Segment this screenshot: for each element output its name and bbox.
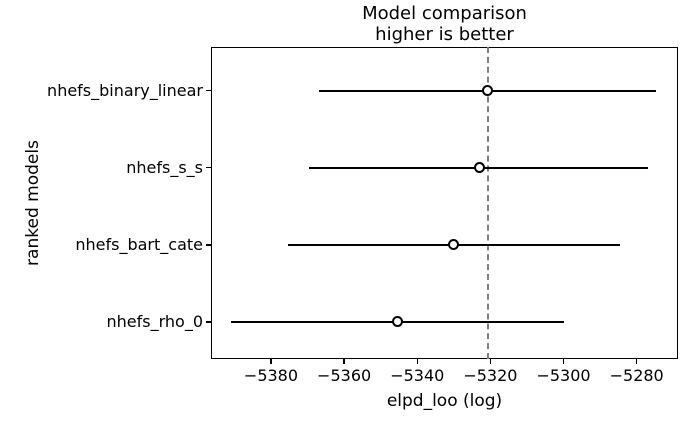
x-tick-label: −5360 bbox=[317, 366, 372, 385]
chart-title: Model comparison bbox=[362, 3, 527, 24]
reference-dashed-line bbox=[486, 47, 489, 359]
elpd-marker bbox=[447, 239, 459, 251]
y-tick-mark bbox=[206, 166, 211, 169]
y-tick-mark bbox=[206, 244, 211, 246]
elpd-marker bbox=[473, 162, 485, 174]
x-tick-mark bbox=[343, 359, 345, 364]
elpd-marker bbox=[482, 85, 494, 97]
plot-area bbox=[211, 47, 678, 359]
y-tick-label: nhefs_bart_cate bbox=[75, 234, 203, 254]
x-tick-mark bbox=[270, 359, 272, 364]
x-tick-label: −5380 bbox=[243, 366, 299, 385]
x-tick-mark bbox=[562, 359, 565, 364]
chart-title-block: Model comparison higher is better bbox=[211, 3, 678, 45]
y-axis-label: ranked models bbox=[23, 140, 43, 266]
y-tick-mark bbox=[206, 321, 211, 323]
x-tick-mark bbox=[489, 359, 492, 364]
y-tick-label: nhefs_s_s bbox=[126, 157, 203, 177]
x-tick-label: −5340 bbox=[390, 366, 445, 385]
x-axis-label: elpd_loo (log) bbox=[386, 391, 503, 411]
y-tick-label: nhefs_binary_linear bbox=[47, 80, 203, 100]
elpd-marker bbox=[391, 316, 403, 328]
y-tick-label: nhefs_rho_0 bbox=[106, 311, 204, 331]
x-tick-label: −5280 bbox=[609, 366, 664, 385]
x-tick-mark bbox=[416, 359, 418, 364]
chart-subtitle: higher is better bbox=[375, 24, 514, 46]
x-tick-label: −5320 bbox=[463, 366, 518, 385]
x-tick-mark bbox=[635, 359, 638, 364]
x-tick-label: −5300 bbox=[536, 366, 591, 385]
y-tick-mark bbox=[206, 89, 211, 92]
